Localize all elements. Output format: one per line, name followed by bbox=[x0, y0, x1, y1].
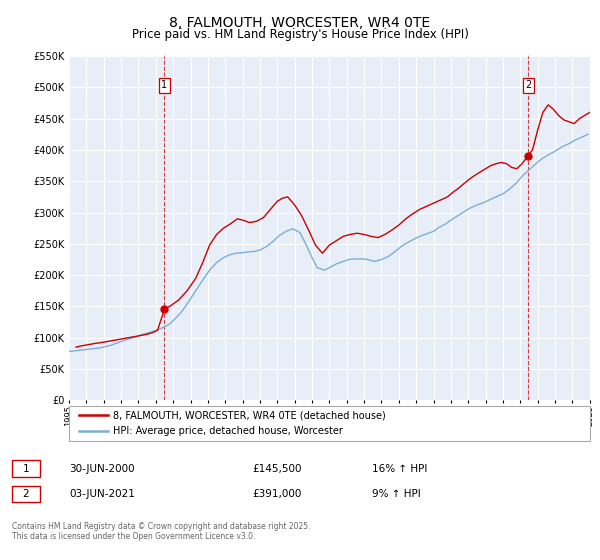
Text: Contains HM Land Registry data © Crown copyright and database right 2025.
This d: Contains HM Land Registry data © Crown c… bbox=[12, 522, 311, 542]
Text: £391,000: £391,000 bbox=[252, 489, 301, 499]
Text: 1: 1 bbox=[161, 80, 167, 90]
Text: 2: 2 bbox=[22, 489, 29, 499]
Text: 03-JUN-2021: 03-JUN-2021 bbox=[69, 489, 135, 499]
Text: 8, FALMOUTH, WORCESTER, WR4 0TE: 8, FALMOUTH, WORCESTER, WR4 0TE bbox=[169, 16, 431, 30]
Text: 1: 1 bbox=[22, 464, 29, 474]
Text: HPI: Average price, detached house, Worcester: HPI: Average price, detached house, Worc… bbox=[113, 426, 343, 436]
Text: Price paid vs. HM Land Registry's House Price Index (HPI): Price paid vs. HM Land Registry's House … bbox=[131, 28, 469, 41]
Text: 30-JUN-2000: 30-JUN-2000 bbox=[69, 464, 134, 474]
Text: 9% ↑ HPI: 9% ↑ HPI bbox=[372, 489, 421, 499]
Text: 8, FALMOUTH, WORCESTER, WR4 0TE (detached house): 8, FALMOUTH, WORCESTER, WR4 0TE (detache… bbox=[113, 410, 386, 421]
Text: 16% ↑ HPI: 16% ↑ HPI bbox=[372, 464, 427, 474]
Text: 2: 2 bbox=[525, 80, 531, 90]
Text: £145,500: £145,500 bbox=[252, 464, 302, 474]
